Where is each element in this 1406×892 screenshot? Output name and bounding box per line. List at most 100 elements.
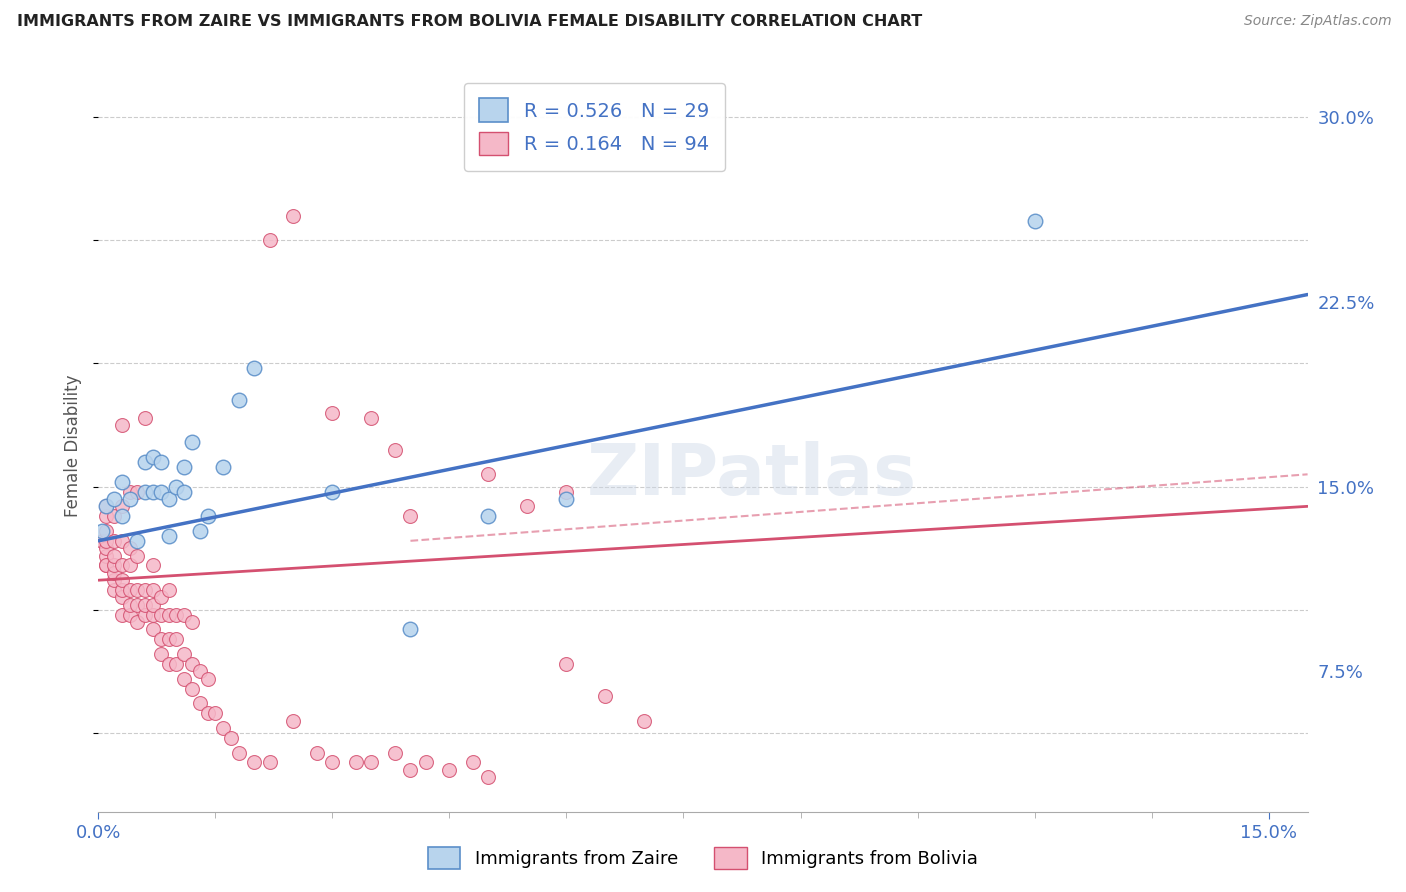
- Point: [197, 509, 219, 524]
- Point: [555, 484, 578, 499]
- Point: [118, 558, 141, 573]
- Point: [173, 647, 195, 661]
- Point: [204, 706, 226, 721]
- Point: [111, 418, 134, 433]
- Point: [142, 598, 165, 612]
- Point: [103, 583, 125, 598]
- Point: [134, 410, 156, 425]
- Point: [188, 524, 211, 538]
- Point: [142, 450, 165, 464]
- Point: [111, 500, 134, 514]
- Point: [96, 524, 118, 538]
- Point: [111, 475, 134, 489]
- Y-axis label: Female Disability: Female Disability: [65, 375, 83, 517]
- Point: [103, 533, 125, 548]
- Point: [360, 756, 382, 770]
- Point: [118, 598, 141, 612]
- Point: [96, 558, 118, 573]
- Point: [118, 541, 141, 556]
- Point: [181, 615, 204, 629]
- Point: [127, 598, 149, 612]
- Point: [173, 484, 195, 499]
- Point: [197, 672, 219, 686]
- Point: [142, 484, 165, 499]
- Point: [173, 459, 195, 474]
- Point: [118, 607, 141, 622]
- Point: [127, 615, 149, 629]
- Text: ZIPatlas: ZIPatlas: [586, 441, 917, 509]
- Point: [157, 529, 180, 543]
- Point: [149, 591, 172, 605]
- Point: [181, 681, 204, 696]
- Point: [321, 406, 343, 420]
- Point: [103, 491, 125, 506]
- Point: [111, 558, 134, 573]
- Point: [111, 533, 134, 548]
- Legend: Immigrants from Zaire, Immigrants from Bolivia: Immigrants from Zaire, Immigrants from B…: [419, 838, 987, 879]
- Point: [103, 573, 125, 587]
- Legend: R = 0.526   N = 29, R = 0.164   N = 94: R = 0.526 N = 29, R = 0.164 N = 94: [464, 83, 724, 171]
- Point: [384, 746, 406, 760]
- Point: [259, 233, 281, 247]
- Point: [165, 480, 187, 494]
- Point: [516, 500, 538, 514]
- Point: [477, 467, 499, 482]
- Point: [243, 361, 266, 376]
- Point: [188, 697, 211, 711]
- Point: [149, 632, 172, 647]
- Point: [134, 598, 156, 612]
- Point: [219, 731, 242, 745]
- Point: [103, 566, 125, 580]
- Point: [384, 442, 406, 457]
- Point: [477, 509, 499, 524]
- Point: [149, 455, 172, 469]
- Point: [157, 491, 180, 506]
- Point: [477, 770, 499, 784]
- Point: [399, 763, 422, 777]
- Point: [188, 665, 211, 679]
- Point: [228, 393, 250, 408]
- Point: [134, 583, 156, 598]
- Point: [243, 756, 266, 770]
- Point: [439, 763, 461, 777]
- Point: [142, 623, 165, 637]
- Point: [127, 549, 149, 563]
- Point: [305, 746, 328, 760]
- Point: [111, 509, 134, 524]
- Point: [96, 558, 118, 573]
- Point: [91, 524, 114, 538]
- Point: [134, 607, 156, 622]
- Point: [96, 509, 118, 524]
- Point: [165, 632, 187, 647]
- Point: [259, 756, 281, 770]
- Point: [157, 607, 180, 622]
- Point: [197, 706, 219, 721]
- Point: [127, 484, 149, 499]
- Point: [149, 647, 172, 661]
- Point: [595, 689, 617, 703]
- Point: [96, 541, 118, 556]
- Point: [111, 607, 134, 622]
- Point: [228, 746, 250, 760]
- Point: [212, 459, 235, 474]
- Point: [103, 558, 125, 573]
- Point: [399, 623, 422, 637]
- Point: [157, 632, 180, 647]
- Point: [1024, 213, 1046, 227]
- Point: [103, 549, 125, 563]
- Point: [149, 484, 172, 499]
- Point: [415, 756, 437, 770]
- Point: [283, 209, 305, 223]
- Point: [157, 583, 180, 598]
- Point: [96, 500, 118, 514]
- Point: [149, 607, 172, 622]
- Point: [142, 558, 165, 573]
- Point: [142, 607, 165, 622]
- Point: [555, 491, 578, 506]
- Point: [461, 756, 484, 770]
- Point: [103, 509, 125, 524]
- Point: [111, 591, 134, 605]
- Point: [134, 484, 156, 499]
- Point: [321, 484, 343, 499]
- Point: [111, 573, 134, 587]
